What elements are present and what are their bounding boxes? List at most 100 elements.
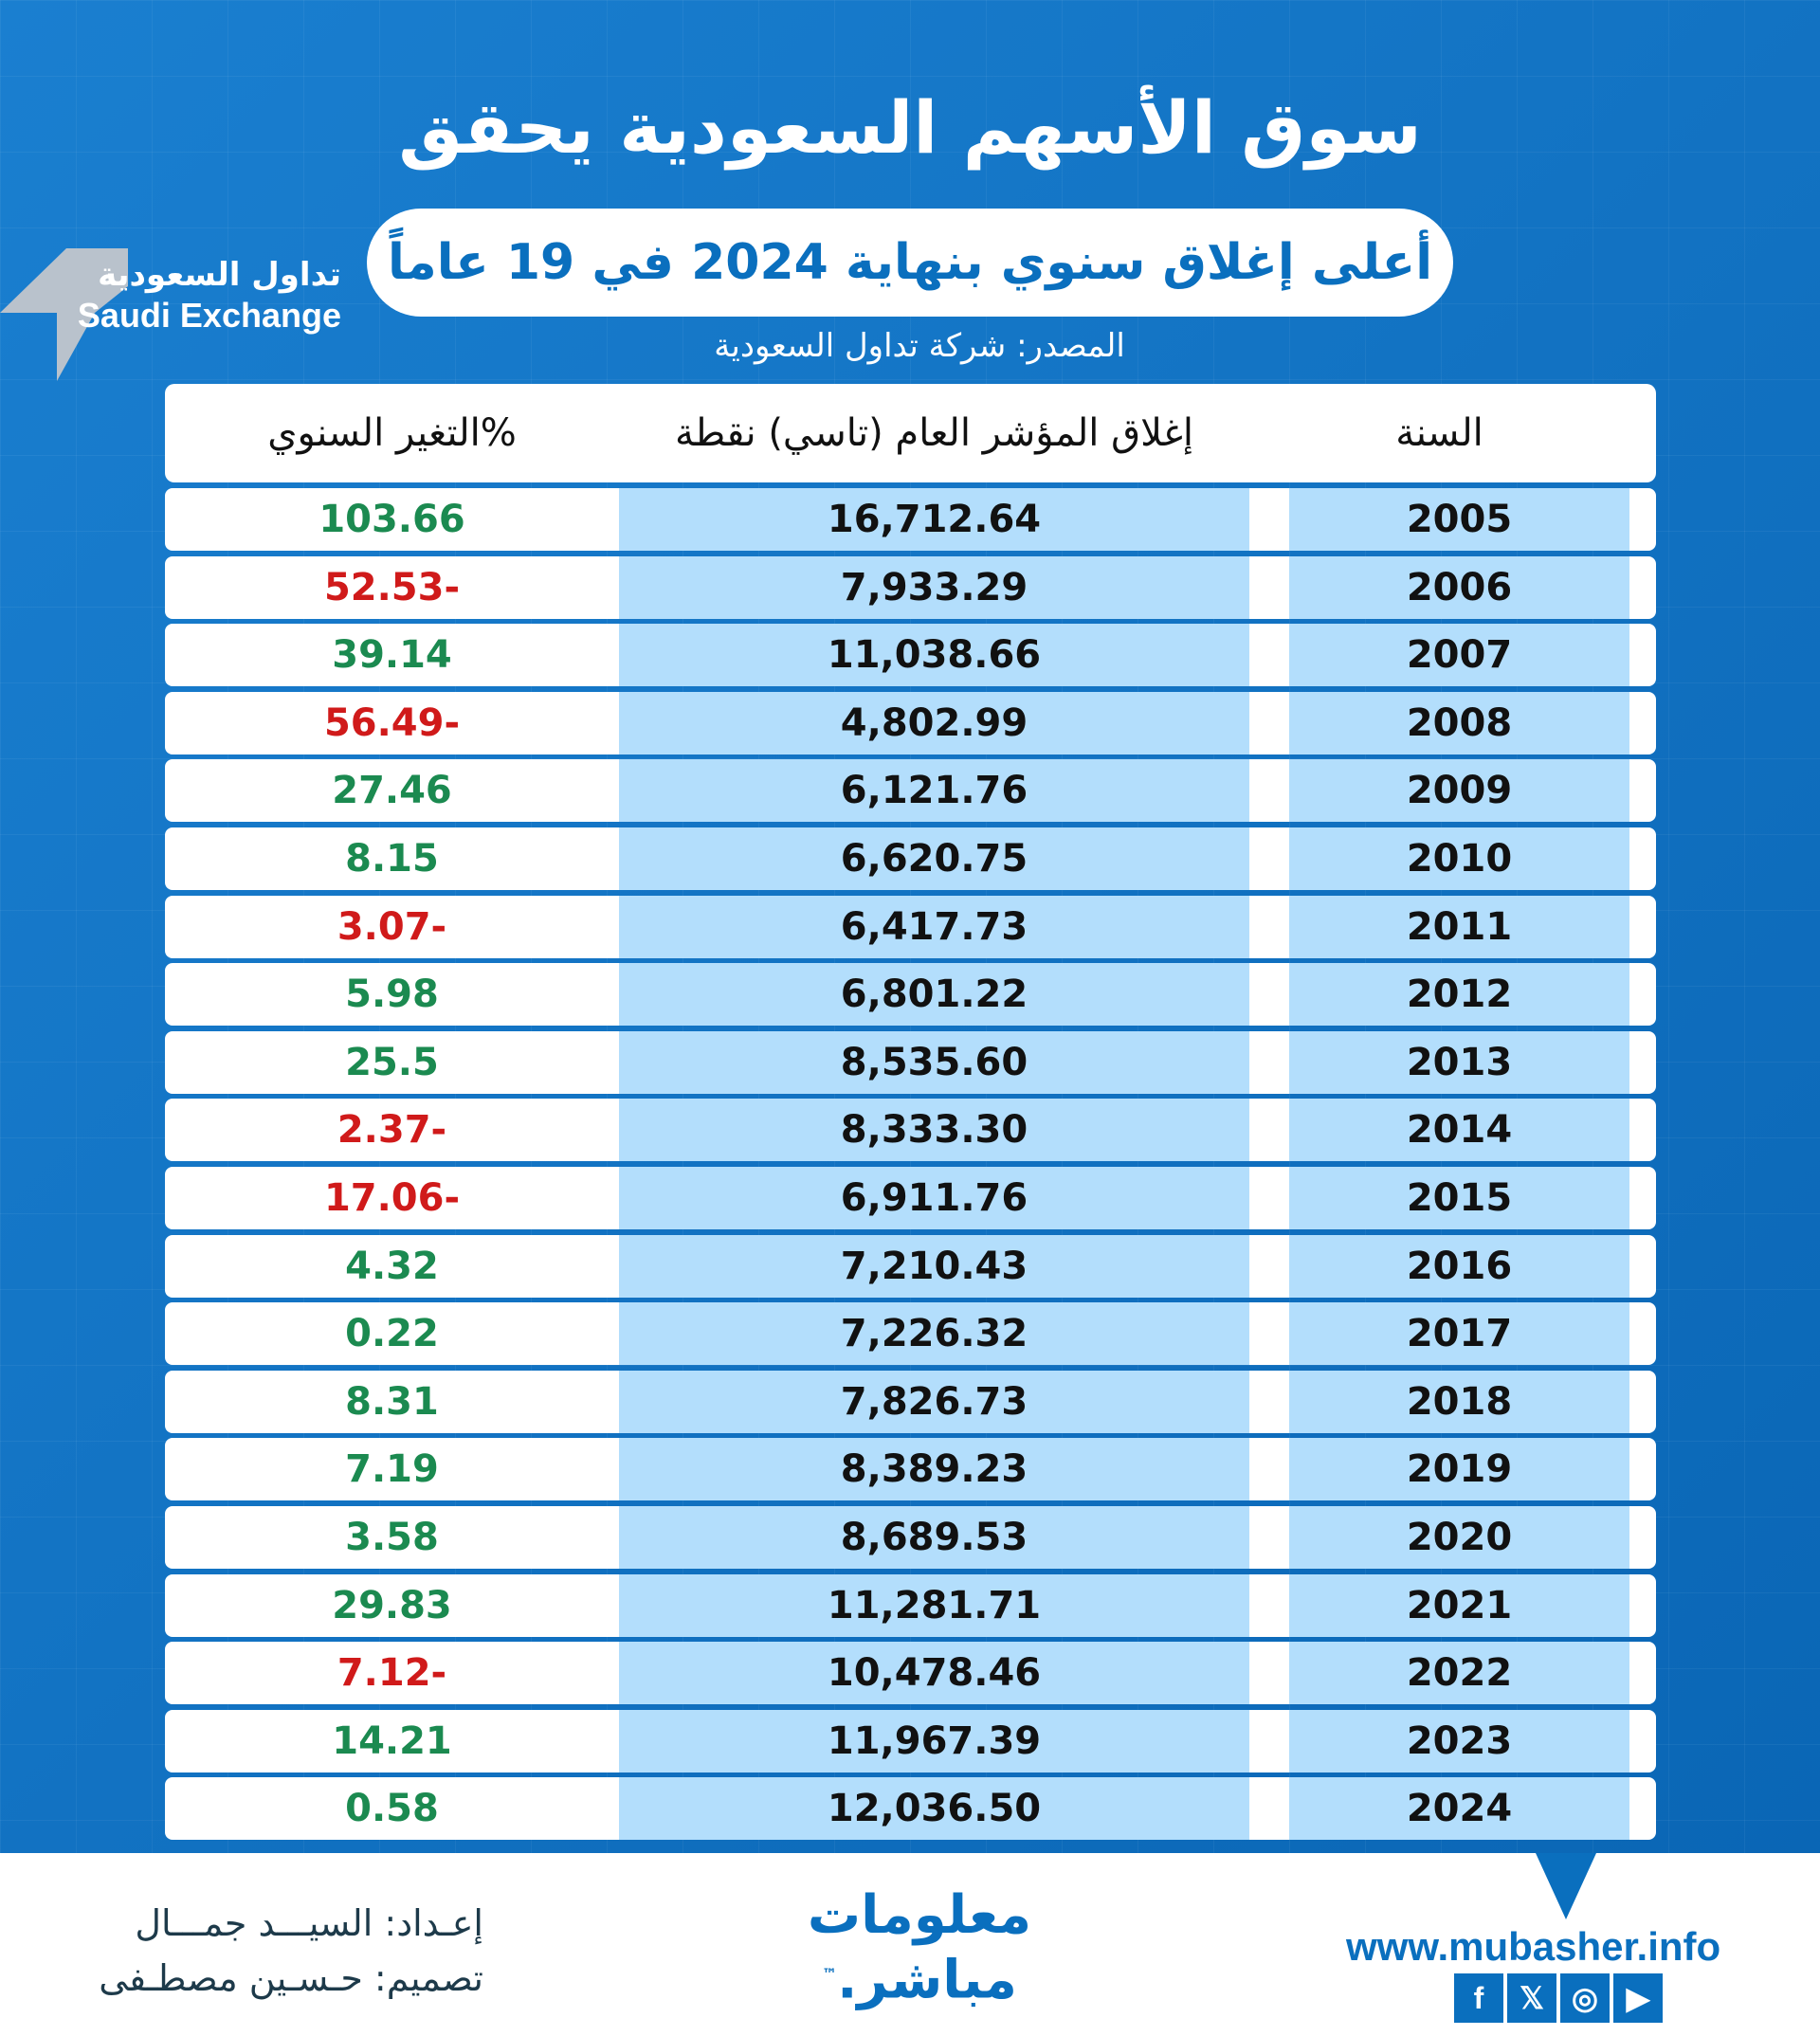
brand-line2-wrap: مباشر.™ [777, 1945, 1062, 2010]
cell-gap [1249, 1370, 1289, 1433]
year-cell: 2022 [1289, 1642, 1629, 1705]
close-cell: 7,826.73 [619, 1370, 1249, 1433]
close-cell: 6,417.73 [619, 895, 1249, 958]
cell-gap [1249, 1505, 1289, 1569]
data-table: التغير السنوي% إغلاق المؤشر العام (تاسي)… [165, 384, 1656, 1845]
change-cell: 14.21 [332, 1718, 452, 1763]
youtube-icon[interactable]: ▶ [1613, 1973, 1663, 2023]
table-row: 27.46 6,121.76 2009 [165, 759, 1656, 823]
table-row: 3.58 8,689.53 2020 [165, 1505, 1656, 1569]
year-cell: 2018 [1289, 1370, 1629, 1433]
year-cell: 2019 [1289, 1438, 1629, 1501]
year-cell: 2020 [1289, 1505, 1629, 1569]
year-cell: 2013 [1289, 1030, 1629, 1094]
subtitle: أعلى إغلاق سنوي بنهاية 2024 في 19 عاماً [367, 209, 1453, 317]
table-row: 8.31 7,826.73 2018 [165, 1370, 1656, 1433]
header-year: السنة [1395, 411, 1483, 455]
change-cell: 0.22 [345, 1312, 439, 1356]
logo-ar: تداول السعودية [98, 256, 341, 294]
cell-gap [1249, 624, 1289, 687]
close-cell: 16,712.64 [619, 488, 1249, 551]
close-cell: 11,038.66 [619, 624, 1249, 687]
table-row: 56.49- 4,802.99 2008 [165, 691, 1656, 754]
close-cell: 12,036.50 [619, 1777, 1249, 1841]
close-cell: 7,933.29 [619, 555, 1249, 619]
close-cell: 8,389.23 [619, 1438, 1249, 1501]
cell-gap [1249, 1099, 1289, 1162]
designed-by: تصميم: حـسـين مصطـفى [99, 1957, 483, 1999]
change-cell: 29.83 [332, 1583, 452, 1627]
cell-gap [1249, 555, 1289, 619]
cell-gap [1249, 1642, 1289, 1705]
x-icon[interactable]: 𝕏 [1507, 1973, 1556, 2023]
change-cell: 7.12- [337, 1651, 447, 1696]
close-cell: 7,226.32 [619, 1302, 1249, 1366]
social-links: f 𝕏 ◎ ▶ [1454, 1973, 1663, 2023]
close-cell: 8,333.30 [619, 1099, 1249, 1162]
close-cell: 6,620.75 [619, 827, 1249, 890]
pointer-triangle [1536, 1853, 1596, 1919]
cell-gap [1249, 1777, 1289, 1841]
year-cell: 2005 [1289, 488, 1629, 551]
logo-en: Saudi Exchange [77, 296, 341, 335]
close-cell: 10,478.46 [619, 1642, 1249, 1705]
year-cell: 2014 [1289, 1099, 1629, 1162]
cell-gap [1249, 759, 1289, 823]
change-cell: 52.53- [323, 565, 461, 609]
year-cell: 2007 [1289, 624, 1629, 687]
mubasher-logo: معلومات مباشر.™ [777, 1886, 1062, 2010]
table-row: 14.21 11,967.39 2023 [165, 1709, 1656, 1772]
table-row: 0.58 12,036.50 2024 [165, 1777, 1656, 1841]
facebook-icon[interactable]: f [1454, 1973, 1503, 2023]
table-header: التغير السنوي% إغلاق المؤشر العام (تاسي)… [165, 384, 1656, 482]
table-row: 29.83 11,281.71 2021 [165, 1573, 1656, 1637]
year-cell: 2023 [1289, 1709, 1629, 1772]
page-title: سوق الأسهم السعودية يحقق [398, 85, 1422, 170]
cell-gap [1249, 691, 1289, 754]
change-cell: 17.06- [323, 1175, 461, 1220]
table-row: 7.19 8,389.23 2019 [165, 1438, 1656, 1501]
instagram-icon[interactable]: ◎ [1560, 1973, 1610, 2023]
cell-gap [1249, 1573, 1289, 1637]
change-cell: 0.58 [345, 1787, 439, 1831]
change-cell: 3.58 [345, 1515, 439, 1559]
table-row: 4.32 7,210.43 2016 [165, 1234, 1656, 1298]
year-cell: 2024 [1289, 1777, 1629, 1841]
change-cell: 3.07- [337, 904, 447, 949]
close-cell: 4,802.99 [619, 691, 1249, 754]
year-cell: 2010 [1289, 827, 1629, 890]
table-row: 39.14 11,038.66 2007 [165, 624, 1656, 687]
table-row: 25.5 8,535.60 2013 [165, 1030, 1656, 1094]
change-cell: 7.19 [345, 1447, 439, 1492]
table-row: 52.53- 7,933.29 2006 [165, 555, 1656, 619]
credits: إعـداد: السيـــد جمـــال تصميم: حـسـين م… [38, 1896, 483, 2006]
year-cell: 2011 [1289, 895, 1629, 958]
cell-gap [1249, 963, 1289, 1027]
header-change: التغير السنوي% [267, 411, 517, 455]
table-row: 8.15 6,620.75 2010 [165, 827, 1656, 890]
table-row: 7.12- 10,478.46 2022 [165, 1642, 1656, 1705]
change-cell: 56.49- [323, 700, 461, 745]
change-cell: 25.5 [345, 1040, 439, 1084]
change-cell: 5.98 [345, 973, 439, 1017]
table-row: 2.37- 8,333.30 2014 [165, 1099, 1656, 1162]
year-cell: 2021 [1289, 1573, 1629, 1637]
year-cell: 2009 [1289, 759, 1629, 823]
close-cell: 7,210.43 [619, 1234, 1249, 1298]
change-cell: 2.37- [337, 1108, 447, 1153]
close-cell: 6,121.76 [619, 759, 1249, 823]
table-row: 5.98 6,801.22 2012 [165, 963, 1656, 1027]
change-cell: 8.15 [345, 836, 439, 881]
cell-gap [1249, 827, 1289, 890]
saudi-exchange-logo: تداول السعودية Saudi Exchange [0, 248, 360, 391]
brand-line1: معلومات [807, 1884, 1032, 1946]
cell-gap [1249, 1234, 1289, 1298]
change-cell: 8.31 [345, 1379, 439, 1424]
cell-gap [1249, 488, 1289, 551]
close-cell: 11,967.39 [619, 1709, 1249, 1772]
close-cell: 8,535.60 [619, 1030, 1249, 1094]
year-cell: 2017 [1289, 1302, 1629, 1366]
close-cell: 6,801.22 [619, 963, 1249, 1027]
cell-gap [1249, 1302, 1289, 1366]
website-link[interactable]: www.mubasher.info [1346, 1924, 1721, 1969]
